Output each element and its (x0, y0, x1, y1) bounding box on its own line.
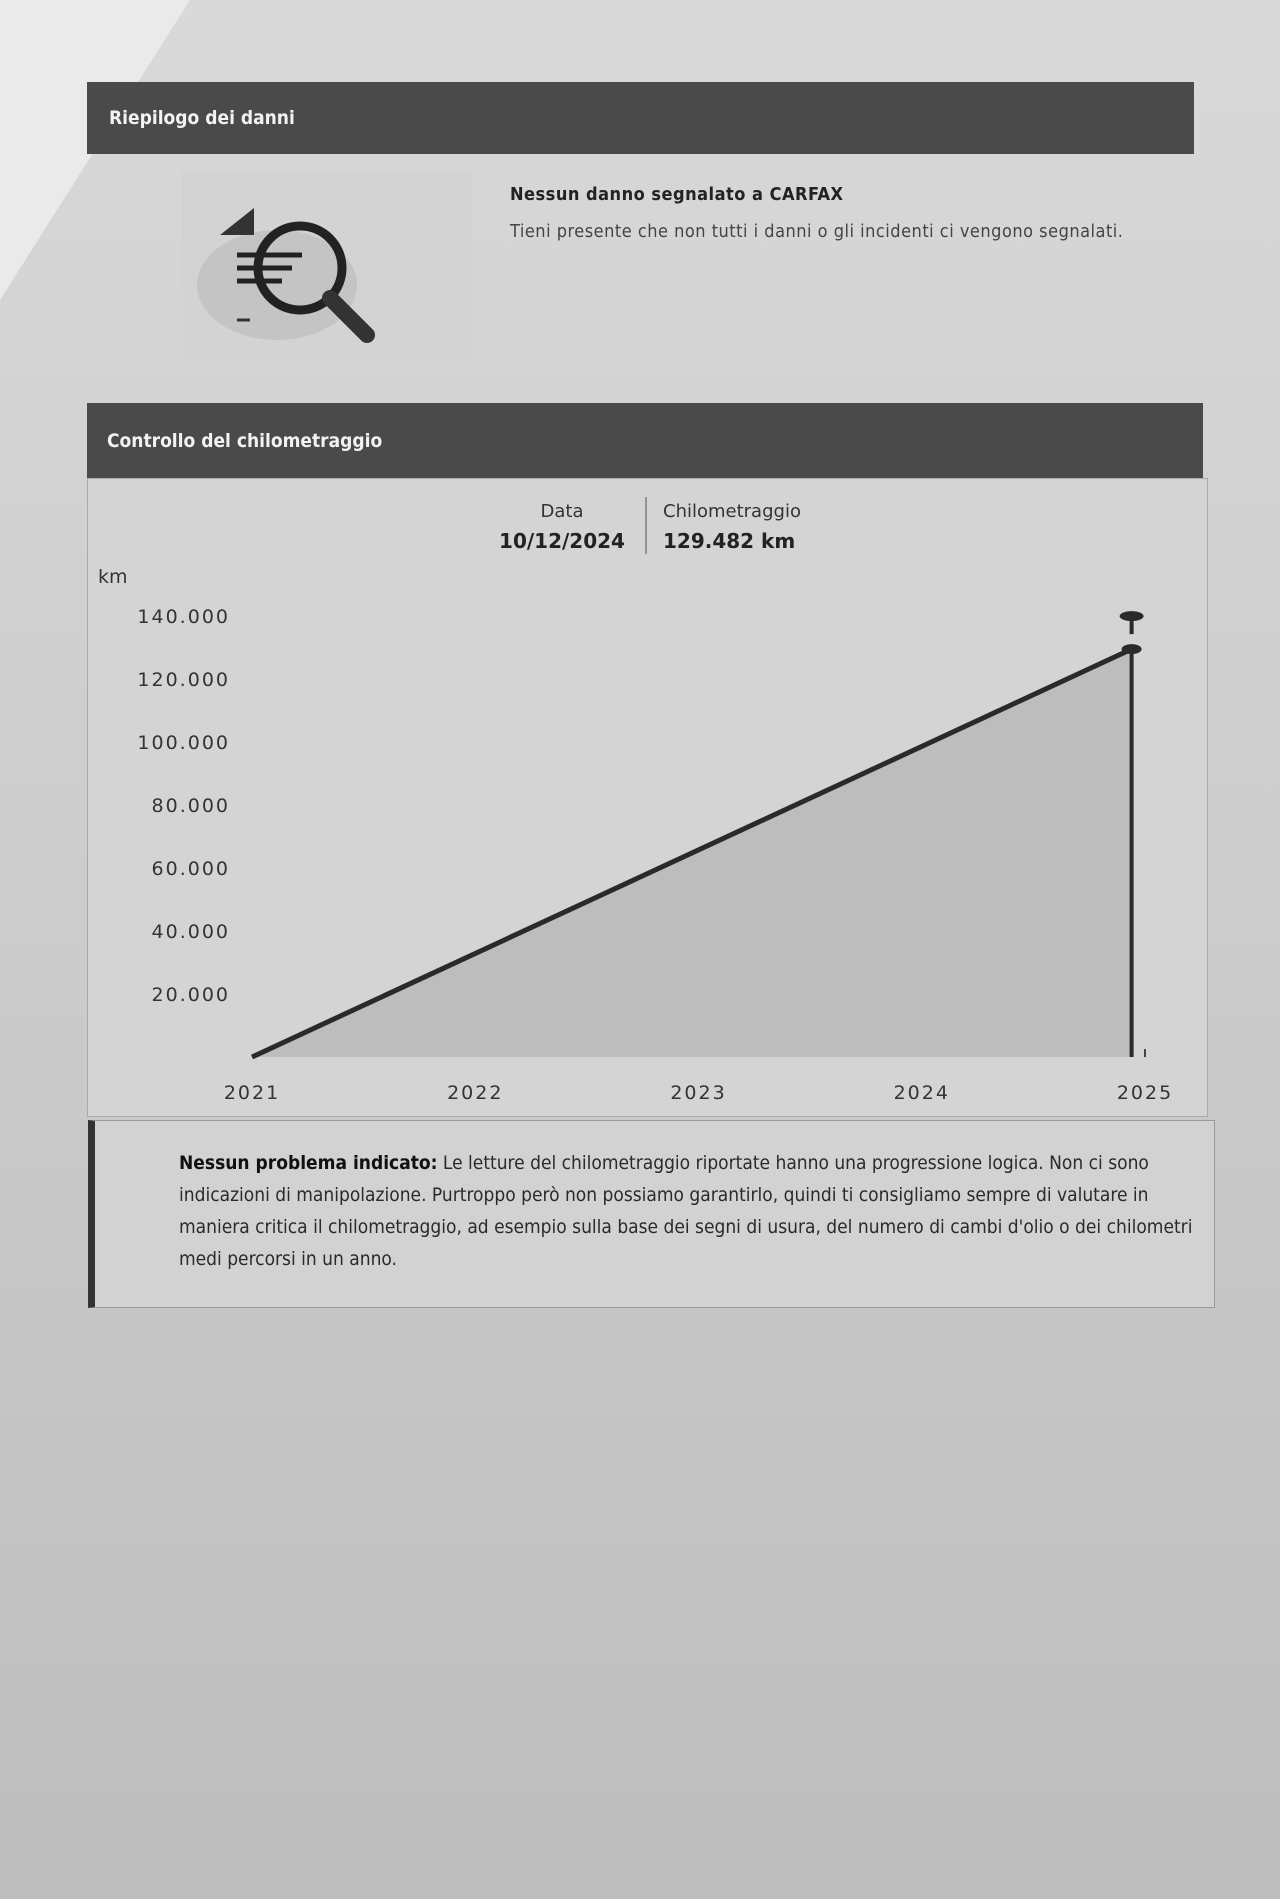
no-damage-title: Nessun danno segnalato a CARFAX (510, 184, 844, 205)
note-body: Le letture del chilometraggio riportate … (179, 1152, 1193, 1270)
magnifier-report-icon (182, 170, 472, 363)
damage-summary-title: Riepilogo dei danni (109, 107, 295, 129)
tooltip-date-value: 10/12/2024 (499, 529, 625, 553)
x-tick-label: 2023 (670, 1082, 726, 1104)
y-tick-label: 80.000 (152, 795, 230, 817)
damage-summary-header: Riepilogo dei danni (87, 82, 1194, 154)
y-tick-label: 120.000 (137, 669, 230, 691)
marker-point (1121, 644, 1142, 655)
mileage-note: Nessun problema indicato: Le letture del… (88, 1120, 1215, 1308)
x-tick-label: 2024 (894, 1082, 950, 1104)
tooltip-date-label: Data (541, 501, 584, 522)
tooltip-km-label: Chilometraggio (663, 501, 801, 522)
tooltip-km-value: 129.482 km (663, 529, 795, 553)
mileage-line (250, 646, 1133, 1060)
no-damage-text: Tieni presente che non tutti i danni o g… (510, 221, 1124, 242)
y-tick-label: 60.000 (152, 858, 230, 880)
mileage-check-header: Controllo del chilometraggio (87, 403, 1203, 478)
y-axis-label: km (98, 566, 128, 588)
note-bold: Nessun problema indicato: (179, 1152, 438, 1174)
mileage-check-title: Controllo del chilometraggio (107, 429, 383, 452)
y-tick-label: 100.000 (137, 732, 230, 754)
x-tick-label: 2022 (447, 1082, 503, 1104)
x-tick-label: 2021 (224, 1082, 280, 1104)
mileage-chart: Data 10/12/2024 Chilometraggio 129.482 km km… (87, 478, 1208, 1117)
mileage-note-text: Nessun problema indicato: Le letture del… (179, 1147, 1199, 1275)
y-tick-label: 20.000 (152, 984, 230, 1006)
x-tick-label: 2025 (1117, 1082, 1173, 1104)
y-tick-label: 140.000 (137, 606, 230, 628)
y-tick-label: 40.000 (152, 921, 230, 943)
